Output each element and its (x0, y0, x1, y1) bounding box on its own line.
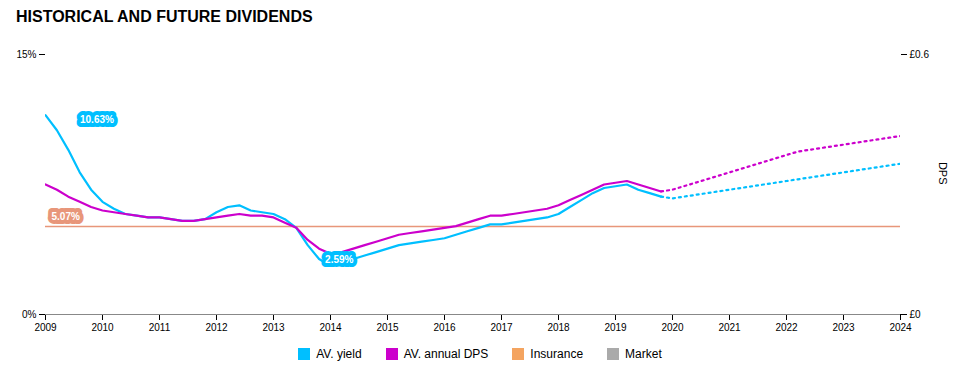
svg-text:0%: 0% (22, 309, 37, 320)
svg-text:2017: 2017 (490, 322, 513, 333)
svg-text:2014: 2014 (319, 322, 342, 333)
svg-text:2022: 2022 (775, 322, 798, 333)
svg-text:2013: 2013 (262, 322, 285, 333)
svg-text:2020: 2020 (661, 322, 684, 333)
svg-text:2015: 2015 (376, 322, 399, 333)
svg-text:£0.6: £0.6 (910, 49, 930, 60)
html-text:AV. annual DPS: AV. annual DPS (403, 347, 489, 361)
html-text:Market: Market (625, 347, 662, 361)
svg-text:2.59%: 2.59% (325, 254, 353, 265)
svg-text:2011: 2011 (149, 322, 171, 333)
html-text:AV. yield: AV. yield (316, 347, 362, 361)
svg-text:2012: 2012 (205, 322, 228, 333)
html-text:HISTORICAL AND FUTURE DIVIDEND: HISTORICAL AND FUTURE DIVIDENDS (16, 8, 313, 25)
svg-text:2021: 2021 (718, 322, 741, 333)
svg-text:2010: 2010 (91, 322, 114, 333)
svg-text:10.63%: 10.63% (80, 114, 114, 125)
svg-text:15%: 15% (16, 49, 36, 60)
svg-text:2016: 2016 (433, 322, 456, 333)
svg-text:2018: 2018 (547, 322, 570, 333)
svg-text:2009: 2009 (34, 322, 57, 333)
svg-text:5.07%: 5.07% (52, 211, 80, 222)
svg-text:2023: 2023 (832, 322, 855, 333)
svg-text:2024: 2024 (889, 322, 912, 333)
svg-text:DPS: DPS (937, 162, 949, 185)
html-text:Insurance: Insurance (530, 347, 584, 361)
svg-text:£0: £0 (910, 309, 922, 320)
svg-text:2019: 2019 (604, 322, 627, 333)
